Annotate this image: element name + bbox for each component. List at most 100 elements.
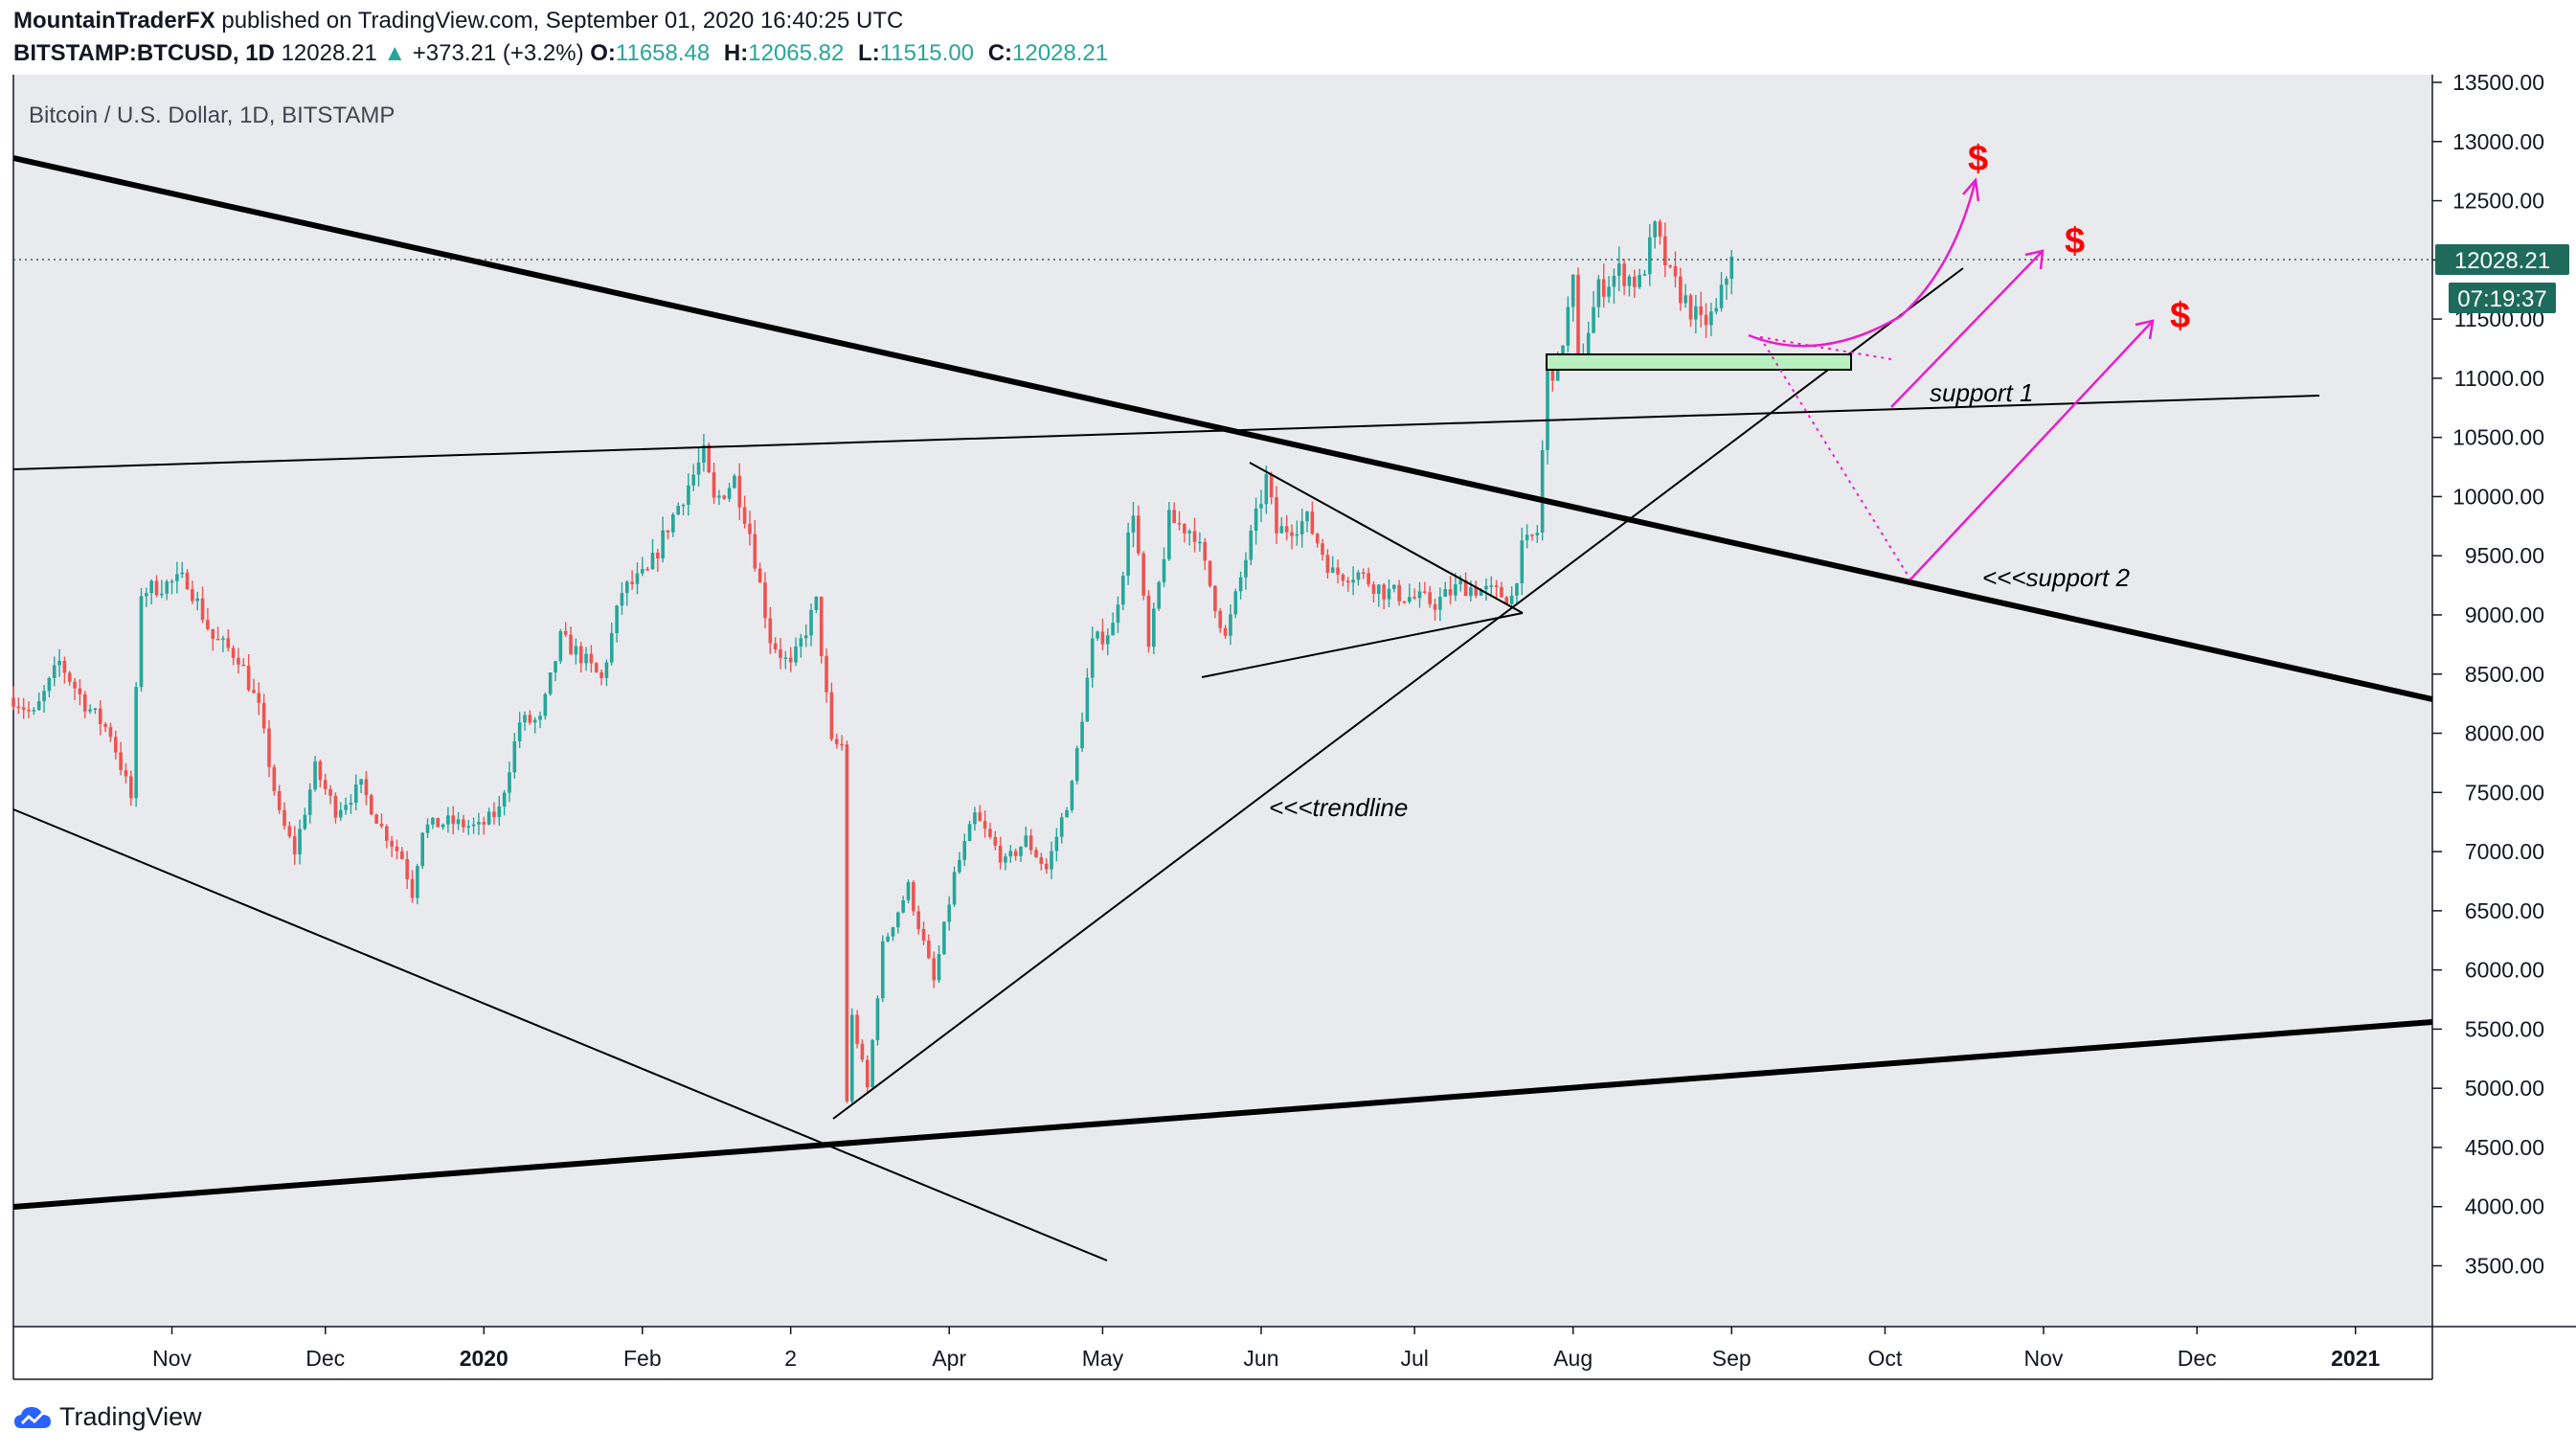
candle-body (436, 817, 441, 828)
candle-body (927, 940, 931, 959)
candle-body (548, 672, 553, 694)
candle-body (1305, 511, 1309, 522)
candle-body (1310, 511, 1315, 534)
candle-body (16, 706, 21, 709)
candle-body (1463, 579, 1468, 597)
candle-body (32, 710, 36, 712)
up-triangle-icon: ▲ (383, 40, 407, 66)
candle-body (420, 832, 424, 867)
candle-body (937, 954, 941, 981)
candle-body (82, 693, 87, 712)
candle-body (395, 846, 399, 852)
candle-body (1100, 631, 1105, 645)
candle-body (757, 568, 762, 583)
candle-body (1540, 449, 1545, 534)
candle-body (180, 572, 185, 575)
candle-body (307, 789, 312, 815)
candle-body (691, 474, 696, 486)
candle-body (1371, 584, 1376, 595)
y-tick-label: 6500.00 (2465, 898, 2544, 923)
candle-body (1520, 540, 1525, 583)
candle-body (1546, 367, 1549, 450)
candle-body (1259, 504, 1263, 509)
candle-body (1367, 573, 1370, 585)
support-1-label: support 1 (1930, 378, 2033, 407)
candle-body (1586, 332, 1591, 354)
candle-body (809, 609, 813, 636)
candle-body (191, 589, 194, 602)
candle-body (1688, 295, 1693, 320)
y-tick-label: 9500.00 (2465, 543, 2544, 568)
candle-body (523, 715, 527, 723)
candle-body (1515, 582, 1519, 596)
candle-body (676, 506, 680, 515)
candle-body (912, 882, 915, 912)
candle-body (916, 911, 920, 929)
candle-body (303, 814, 307, 829)
close-label: C: (987, 40, 1013, 66)
candle-body (1065, 809, 1069, 818)
candle-body (788, 657, 793, 663)
candle-body (687, 485, 690, 506)
candle-body (1264, 474, 1269, 505)
candle-body (1269, 474, 1274, 497)
candle-body (1576, 274, 1580, 358)
candle-body (52, 665, 56, 678)
candle-body (635, 573, 640, 584)
candle-body (145, 593, 148, 597)
candle-body (456, 819, 461, 825)
candle-body (768, 618, 773, 644)
candle-body (1642, 274, 1647, 276)
candle-body (666, 530, 670, 533)
candle-body (482, 822, 486, 825)
candle-body (569, 634, 573, 655)
candle-body (1392, 584, 1396, 589)
long-term-support-line (12, 1019, 2433, 1210)
candle-body (1351, 579, 1355, 583)
candle-body (1085, 677, 1090, 722)
candle-body (1090, 638, 1095, 678)
author-name[interactable]: MountainTraderFX (13, 8, 215, 34)
open-label: O: (590, 40, 616, 66)
candle-body (543, 693, 548, 716)
ohlc-line: BITSTAMP:BTCUSD, 1D 12028.21 ▲ +373.21 (… (13, 40, 1116, 67)
x-tick-label: 2021 (2331, 1346, 2380, 1371)
candle-body (1152, 608, 1156, 647)
x-tick-label: Sep (1712, 1346, 1751, 1371)
candle-body (512, 740, 517, 773)
candle-body (466, 826, 471, 828)
candle-body (1679, 276, 1683, 304)
candle-body (1535, 533, 1540, 536)
target-dollar-sign: $ (2065, 221, 2085, 261)
candle-body (589, 653, 594, 664)
candle-body (1330, 567, 1335, 573)
candle-body (849, 1014, 854, 1102)
candle-body (1530, 534, 1534, 536)
candle-body (1172, 510, 1176, 524)
candle-body (1116, 604, 1120, 624)
candle-body (1408, 597, 1412, 602)
y-tick-label: 13500.00 (2452, 70, 2544, 95)
low-label: L: (858, 40, 880, 66)
candle-body (671, 514, 675, 533)
footer-brand[interactable]: TradingView (13, 1402, 202, 1432)
candle-body (661, 530, 665, 559)
candle-body (416, 866, 419, 898)
candle-body (1131, 515, 1136, 533)
candle-body (1218, 610, 1223, 628)
x-tick-label: Apr (932, 1346, 966, 1371)
x-tick-label: Dec (305, 1346, 345, 1371)
candle-body (93, 708, 98, 711)
candle-body (379, 823, 384, 827)
projection-arrow-3 (1909, 320, 2154, 580)
candle-body (1275, 496, 1278, 534)
candle-body (1658, 221, 1662, 237)
candle-body (1458, 579, 1463, 584)
candle-body (814, 596, 819, 610)
candle-body (563, 630, 568, 635)
candle-body (195, 598, 200, 602)
candle-body (1683, 295, 1687, 304)
candle-body (42, 691, 46, 702)
candle-body (374, 814, 378, 824)
candle-body (722, 495, 727, 499)
